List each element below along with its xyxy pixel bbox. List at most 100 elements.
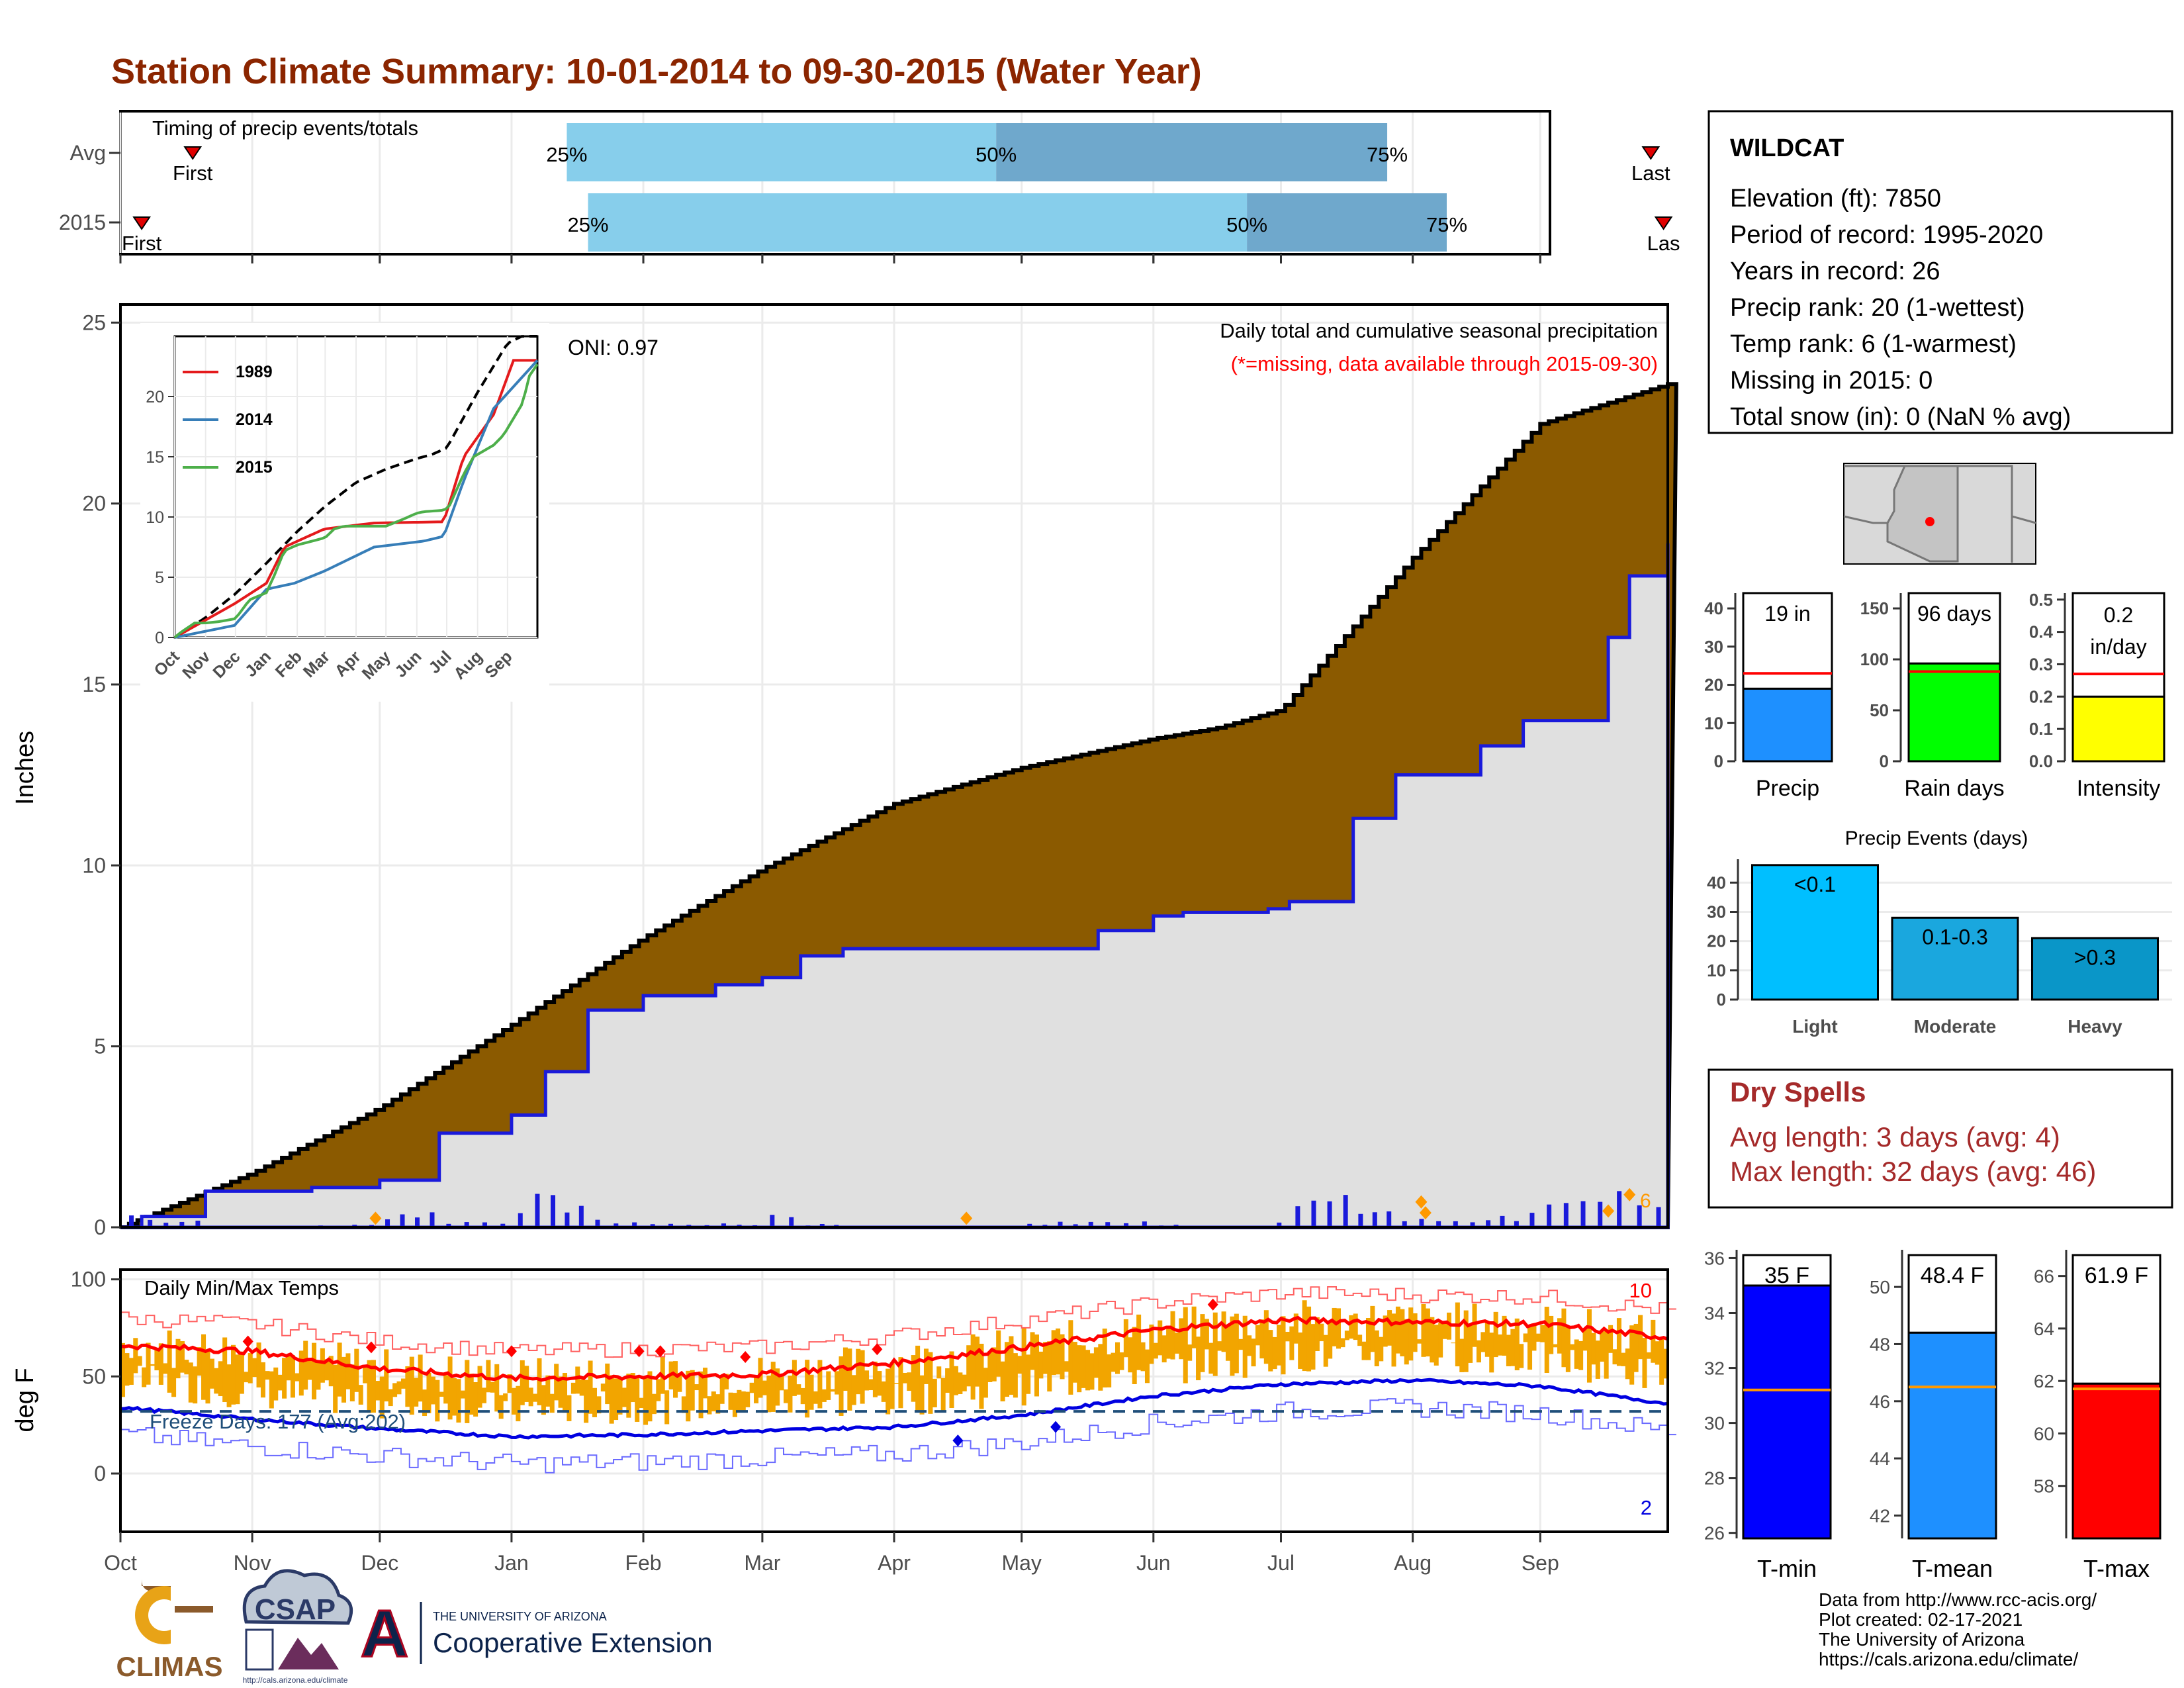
temp-daily-bar <box>877 1371 882 1396</box>
temp-daily-bar <box>1204 1319 1209 1350</box>
daily-precip-bar <box>1547 1204 1552 1227</box>
temp-daily-bar <box>737 1389 742 1411</box>
temp-daily-bar <box>800 1387 805 1405</box>
temp-daily-bar <box>124 1353 130 1386</box>
temp-daily-bar <box>570 1382 576 1394</box>
temp-daily-bar <box>205 1349 210 1404</box>
temp-daily-bar <box>1472 1303 1477 1347</box>
month-label: Dec <box>361 1551 398 1575</box>
temp-daily-bar <box>209 1358 214 1389</box>
inset-y-tick-label: 5 <box>155 569 164 587</box>
daily-precip-bar <box>650 1224 655 1227</box>
month-label: Jan <box>494 1551 529 1575</box>
temp-daily-bar <box>1395 1306 1400 1354</box>
temp-daily-bar <box>745 1391 751 1407</box>
temp-daily-bar <box>1077 1345 1082 1393</box>
temp-daily-bar <box>698 1371 704 1419</box>
temp-daily-bar <box>486 1360 491 1393</box>
climas-logo-text: CLIMAS <box>116 1651 223 1682</box>
inset-y-tick-label: 10 <box>146 508 164 527</box>
temp-daily-bar <box>558 1376 563 1408</box>
temp-daily-bar <box>724 1374 729 1389</box>
daily-precip-bar <box>578 1205 584 1227</box>
temp-daily-bar <box>1365 1318 1371 1360</box>
temp-daily-bar <box>813 1391 818 1404</box>
temp-daily-bar <box>349 1364 355 1402</box>
daily-precip-bar <box>789 1217 794 1227</box>
temp-daily-bar <box>1379 1336 1384 1362</box>
temp-summary-bar <box>2071 1382 2161 1540</box>
month-label: Jul <box>1267 1551 1295 1575</box>
record-high-marker <box>633 1345 645 1358</box>
temp-daily-bar <box>1132 1327 1137 1385</box>
daily-precip-bar <box>1295 1206 1300 1227</box>
temp-daily-bar <box>175 1338 181 1379</box>
record-high-marker <box>242 1335 253 1348</box>
daily-precip-bar <box>518 1213 523 1227</box>
temp-daily-bar <box>1540 1325 1545 1342</box>
temp-daily-bar <box>1166 1325 1171 1359</box>
temp-summary-bar-frame <box>1907 1254 1997 1334</box>
timing-bar-25-50 <box>567 123 997 181</box>
timing-bar-50-75 <box>1247 193 1447 252</box>
temp-daily-bar <box>991 1347 997 1382</box>
temp-daily-bar <box>847 1348 852 1411</box>
temp-daily-bar <box>1531 1325 1537 1351</box>
daily-precip-bar <box>1372 1212 1377 1227</box>
temp-daily-bar <box>1234 1313 1239 1374</box>
temp-daily-bar <box>1595 1340 1600 1379</box>
first-event-marker <box>183 146 203 160</box>
temp-daily-bar <box>1021 1328 1026 1406</box>
temp-daily-bar <box>1646 1352 1651 1359</box>
temp-daily-bar <box>872 1361 878 1397</box>
temp-daily-bar <box>422 1389 428 1417</box>
temp-daily-bar <box>1612 1349 1617 1365</box>
dry-spells-avg: Avg length: 3 days (avg: 4) <box>1730 1121 2060 1152</box>
temp-daily-bar <box>851 1375 856 1405</box>
precip-y-axis: 0 5 10 15 20 25 <box>82 310 120 1239</box>
precip-panel: 0 5 10 15 20 25 Inches ONI: 0.97 Daily total … <box>11 303 1678 1239</box>
temp-daily-bar <box>184 1360 189 1375</box>
temp-daily-bar <box>1306 1306 1312 1372</box>
month-label: Sep <box>1522 1551 1559 1575</box>
daily-precip-bar <box>1453 1221 1458 1227</box>
station-info: WILDCAT Elevation (ft): 7850 Period of re… <box>1707 110 2173 434</box>
temp-daily-bar <box>953 1366 958 1395</box>
temp-daily-bar <box>1174 1333 1179 1354</box>
temp-daily-bar <box>511 1387 516 1415</box>
temp-daily-bar <box>150 1364 155 1366</box>
temp-daily-bar <box>248 1353 253 1383</box>
temp-daily-bar <box>1047 1341 1052 1392</box>
temp-daily-bar <box>1328 1320 1333 1359</box>
summary-value-label: 19 in <box>1764 602 1810 626</box>
temp-daily-bar <box>1319 1323 1324 1342</box>
temp-daily-bar <box>681 1396 686 1413</box>
summary-y-tick-label: 0 <box>1714 751 1723 771</box>
precip-subtitle: Daily total and cumulative seasonal prec… <box>1220 319 1658 342</box>
temp-daily-bar <box>188 1362 193 1403</box>
temp-daily-bar <box>694 1384 700 1391</box>
temp-daily-bar <box>979 1343 984 1409</box>
temp-daily-bar <box>260 1362 265 1398</box>
temp-daily-bar <box>1226 1325 1231 1361</box>
logos: CLIMAS CSAP http://cals.arizona.edu/clim… <box>116 1569 713 1685</box>
daily-precip-bar <box>1419 1219 1424 1227</box>
daily-precip-bar <box>1277 1222 1282 1227</box>
timing-q50-label: 50% <box>976 143 1017 166</box>
record-high-marker <box>740 1351 751 1363</box>
temp-daily-bar <box>498 1395 504 1419</box>
temp-daily-bar <box>1408 1307 1414 1361</box>
temp-daily-bar <box>690 1370 695 1411</box>
daily-precip-bar <box>1327 1201 1332 1227</box>
temp-daily-bar <box>1600 1331 1605 1362</box>
summary-bar-frame <box>2071 592 2165 698</box>
temp-daily-bar <box>1310 1324 1316 1370</box>
month-label: Apr <box>878 1551 911 1575</box>
temp-daily-bar <box>354 1348 359 1392</box>
temp-daily-bar <box>120 1342 126 1397</box>
snow-marker <box>1419 1206 1432 1220</box>
inset-legend-label: 2014 <box>236 410 273 429</box>
temp-daily-bar <box>592 1387 597 1417</box>
temp-daily-bar <box>1268 1330 1273 1372</box>
timing-bar-50-75 <box>996 123 1388 181</box>
